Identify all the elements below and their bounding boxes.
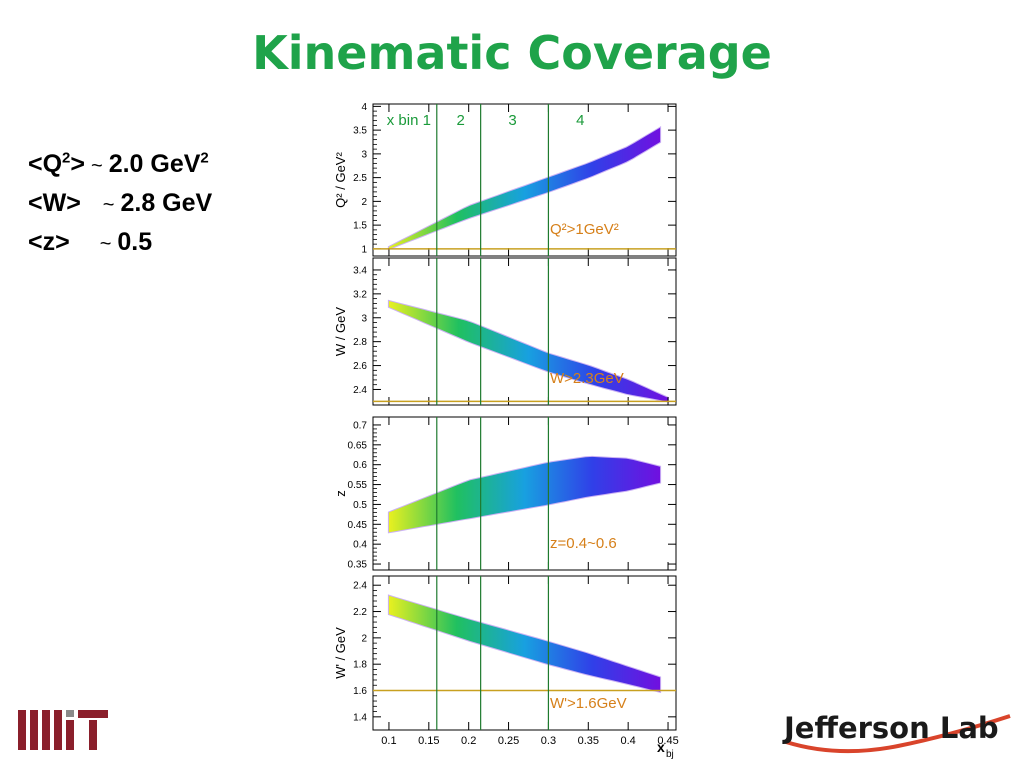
ytick-label-1-1: 1.5 [353,221,367,232]
mit-logo [18,710,108,750]
jefferson-lab-logo: Jefferson Lab [782,711,1011,754]
bin-label-2: 2 [457,112,465,129]
ytick-label-2-2: 2.8 [353,337,367,348]
average-w: <W> ~2.8 GeV [28,185,212,224]
ylabel-2: W / GeV [333,307,348,356]
ytick-label-3-6: 0.65 [348,440,368,451]
xtick-label-4: 0.3 [541,735,556,747]
cut-label-2: W>2.3GeV [550,370,624,387]
average-w-value: 2.8 GeV [120,189,213,217]
average-q2: <Q2> ~2.0 GeV2 [28,146,212,185]
xtick-label-6: 0.4 [621,735,636,747]
kinematic-averages: <Q2> ~2.0 GeV2 <W> ~2.8 GeV <z> ~0.5 [28,146,212,263]
average-z: <z> ~0.5 [28,224,212,263]
cut-label-3: z=0.4~0.6 [550,535,617,552]
ytick-label-2-0: 2.4 [353,385,367,396]
cut-label-4: W'>1.6GeV [550,695,627,712]
xtick-label-1: 0.15 [418,735,439,747]
xtick-label-2: 0.2 [461,735,476,747]
ytick-label-3-2: 0.45 [348,520,368,531]
average-w-tilde: ~ [102,194,115,216]
ytick-label-3-3: 0.5 [353,500,367,511]
average-q2-sup: 2 [62,149,71,167]
ytick-label-4-1: 1.6 [353,686,367,697]
ytick-label-4-5: 2.4 [353,581,367,592]
average-z-tilde: ~ [99,233,112,255]
xtick-label-3: 0.25 [498,735,519,747]
ylabel-4: W' / GeV [333,627,348,679]
ytick-label-2-4: 3.2 [353,289,367,300]
ytick-label-4-0: 1.4 [353,712,367,723]
density-band-2 [388,301,668,402]
average-z-lhs: <z> [28,228,70,256]
ytick-label-1-5: 3.5 [353,126,367,137]
ytick-label-1-4: 3 [361,149,367,160]
ytick-label-1-2: 2 [361,197,367,208]
average-q2-lhs: <Q [28,150,63,178]
ytick-label-3-0: 0.35 [348,560,368,571]
ytick-label-2-5: 3.4 [353,265,367,276]
xlabel: x [657,739,665,755]
density-band-1 [388,127,661,249]
ytick-label-3-4: 0.55 [348,480,368,491]
ytick-label-3-1: 0.4 [353,540,367,551]
bin-label-4: 4 [576,112,584,129]
xlabel-sub: bj [666,749,674,760]
ytick-label-1-3: 2.5 [353,173,367,184]
density-band-4 [388,595,661,692]
svg-text:Jefferson Lab: Jefferson Lab [782,711,999,745]
ytick-label-1-0: 1 [361,244,367,255]
ytick-label-4-3: 2 [361,633,367,644]
ytick-label-4-4: 2.2 [353,607,367,618]
bin-label-1: x bin 1 [387,112,431,129]
average-q2-rhs: > [70,150,85,178]
ytick-label-3-5: 0.6 [353,460,367,471]
density-band-3 [388,456,661,533]
average-z-value: 0.5 [117,228,153,256]
xtick-label-0: 0.1 [381,735,396,747]
ytick-label-2-1: 2.6 [353,361,367,372]
ylabel-3: z [333,490,348,497]
ytick-label-2-3: 3 [361,313,367,324]
ytick-label-1-6: 4 [361,102,367,113]
bin-label-3: 3 [508,112,516,129]
xtick-label-7: 0.45 [657,735,678,747]
average-q2-tilde: ~ [91,155,103,177]
slide-title: Kinematic Coverage [252,26,772,80]
ylabel-1: Q² / GeV² [333,152,348,208]
xtick-label-5: 0.35 [578,735,599,747]
cut-label-1: Q²>1GeV² [550,221,619,238]
average-q2-value: 2.0 GeV [108,150,201,178]
ytick-label-3-7: 0.7 [353,420,367,431]
average-q2-unit-sup: 2 [200,149,209,167]
average-w-lhs: <W> [28,189,81,217]
ytick-label-4-2: 1.8 [353,660,367,671]
